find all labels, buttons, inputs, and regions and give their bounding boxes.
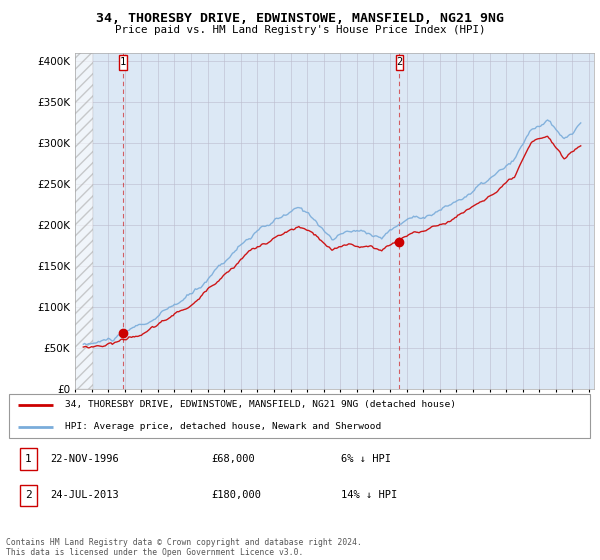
FancyBboxPatch shape (20, 485, 37, 506)
FancyBboxPatch shape (9, 394, 590, 438)
Text: 34, THORESBY DRIVE, EDWINSTOWE, MANSFIELD, NG21 9NG: 34, THORESBY DRIVE, EDWINSTOWE, MANSFIEL… (96, 12, 504, 25)
Text: 1: 1 (25, 454, 32, 464)
FancyBboxPatch shape (119, 55, 127, 69)
Text: 2: 2 (25, 491, 32, 500)
Text: 34, THORESBY DRIVE, EDWINSTOWE, MANSFIELD, NG21 9NG (detached house): 34, THORESBY DRIVE, EDWINSTOWE, MANSFIEL… (65, 400, 456, 409)
Text: £180,000: £180,000 (212, 491, 262, 500)
Text: Price paid vs. HM Land Registry's House Price Index (HPI): Price paid vs. HM Land Registry's House … (115, 25, 485, 35)
Text: 14% ↓ HPI: 14% ↓ HPI (341, 491, 397, 500)
Text: 6% ↓ HPI: 6% ↓ HPI (341, 454, 391, 464)
Text: 22-NOV-1996: 22-NOV-1996 (50, 454, 119, 464)
Text: Contains HM Land Registry data © Crown copyright and database right 2024.
This d: Contains HM Land Registry data © Crown c… (6, 538, 362, 557)
FancyBboxPatch shape (395, 55, 403, 69)
Text: 24-JUL-2013: 24-JUL-2013 (50, 491, 119, 500)
Text: £68,000: £68,000 (212, 454, 256, 464)
Text: 1: 1 (120, 57, 126, 67)
Text: 2: 2 (396, 57, 402, 67)
FancyBboxPatch shape (20, 449, 37, 470)
Text: HPI: Average price, detached house, Newark and Sherwood: HPI: Average price, detached house, Newa… (65, 422, 381, 431)
